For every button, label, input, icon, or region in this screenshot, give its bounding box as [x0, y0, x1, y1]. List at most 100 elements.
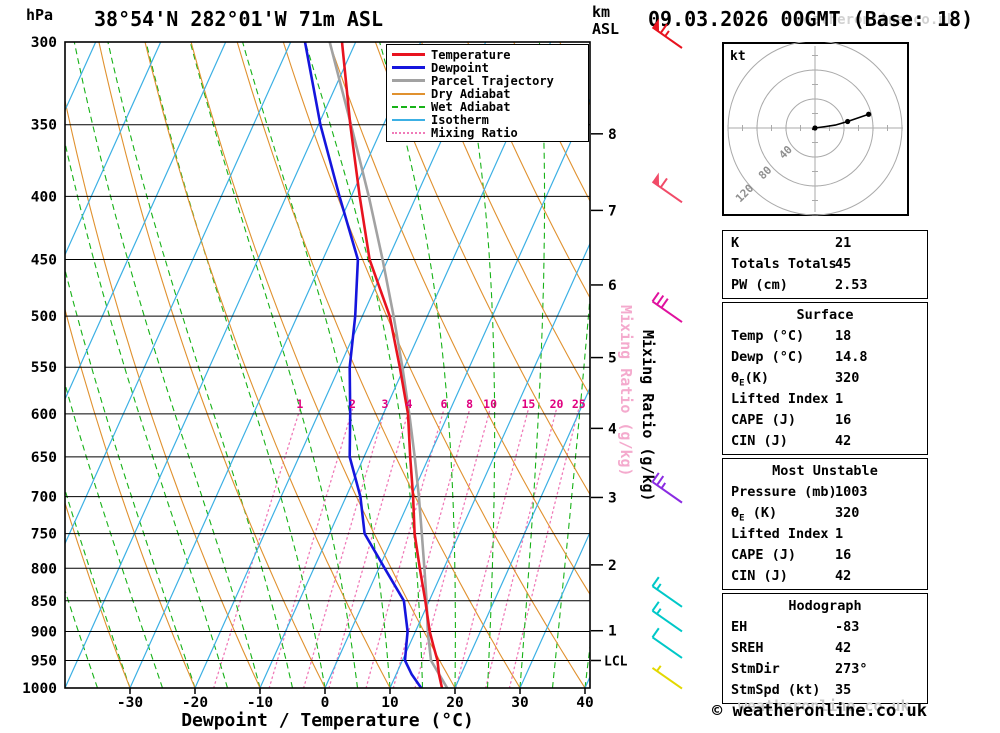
isotherm-line [0, 42, 31, 688]
stat-value: 42 [835, 640, 852, 656]
km-tick-label: 6 [608, 278, 617, 294]
legend-line-sample [392, 92, 425, 95]
hodograph-ring [727, 42, 903, 216]
legend-item-label: Isotherm [431, 112, 489, 127]
stat-label: θE(K) [731, 370, 769, 389]
stat-label: Lifted Index [731, 391, 829, 407]
km-tick-label: 3 [608, 490, 617, 506]
legend-item: Dewpoint [387, 60, 588, 75]
isotherm-line [65, 42, 292, 546]
isotherm-line [389, 242, 590, 688]
wind-barb [651, 472, 683, 504]
wet-adiabat-line [519, 42, 546, 688]
legend-line-sample [392, 79, 425, 82]
wind-barb [651, 665, 683, 690]
mixing-ratio-line [455, 408, 529, 688]
stat-value: 14.8 [835, 349, 868, 365]
legend-item: Temperature [387, 48, 588, 62]
stat-row: K 21 [723, 233, 927, 254]
legend-item-label: Parcel Trajectory [431, 73, 554, 88]
stat-label: CAPE (J) [731, 412, 797, 428]
mixing-ratio-value-label: 8 [466, 397, 473, 411]
panel-most-unstable: Most Unstable Pressure (mb) 1003 θE (K) 320 L… [722, 458, 928, 590]
wind-barb [651, 627, 683, 659]
stat-value: 320 [835, 370, 860, 386]
stat-label: Lifted Index [731, 526, 829, 542]
stat-label: SREH [731, 640, 764, 656]
mixing-ratio-line [328, 408, 410, 688]
mixing-ratio-value-label: 15 [522, 397, 536, 411]
stat-label: Dewp (°C) [731, 349, 805, 365]
stat-value: 45 [835, 256, 852, 272]
x-tick-label: 30 [511, 695, 528, 711]
mixing-ratio-value-label: 3 [382, 397, 389, 411]
altitude-unit-km: km [592, 3, 611, 21]
legend-line-sample [392, 66, 425, 69]
legend-item: Dry Adiabat [387, 86, 588, 101]
mixing-ratio-line [302, 408, 386, 688]
stat-row: Totals Totals 45 [723, 254, 927, 275]
stat-row: Dewp (°C) 14.8 [723, 347, 927, 368]
pressure-tick-label: 650 [31, 450, 57, 466]
stat-value: 2.53 [835, 277, 868, 293]
legend-line-sample [392, 53, 425, 56]
dry-adiabat-line [98, 42, 326, 688]
stats-panels: K 21 Totals Totals 45 PW (cm) 2.53 Surface Temp… [722, 230, 928, 707]
stat-value: 1 [835, 526, 844, 542]
wet-adiabat-line [379, 42, 456, 688]
lcl-label: LCL [604, 654, 628, 669]
panel-header: Hodograph [788, 598, 862, 614]
panel-indices: K 21 Totals Totals 45 PW (cm) 2.53 [722, 230, 928, 299]
stat-value: 320 [835, 505, 860, 521]
profiles [303, 42, 449, 688]
mixing-ratio-value-label: 4 [405, 397, 412, 411]
stat-row: Lifted Index 1 [723, 389, 927, 410]
dry-adiabat-line [698, 42, 720, 688]
watermark-echo: weatheronline.co.uk [738, 697, 910, 715]
mixing-ratio-axis-label-pink: Mixing Ratio (g/kg) [617, 305, 635, 477]
mixing-ratio-axis-label: Mixing Ratio (g/kg) [639, 330, 657, 502]
mixing-ratio-value-label: 20 [550, 397, 564, 411]
wind-barb [651, 291, 683, 323]
pressure-tick-label: 850 [31, 594, 57, 610]
legend-item: Mixing Ratio [387, 126, 588, 140]
stat-value: 273° [835, 661, 868, 677]
plot-border [64, 41, 591, 689]
legend-item-label: Wet Adiabat [431, 99, 511, 114]
stat-row: Pressure (mb) 1003 [723, 482, 927, 503]
dry-adiabat-line [65, 501, 131, 688]
mixing-ratio-line [392, 408, 471, 688]
wind-barb [651, 576, 683, 608]
pressure-tick-label: 400 [31, 189, 57, 205]
isotherm-line [65, 42, 357, 688]
skewt-chart: 3003504004505005506006507007508008509009… [0, 18, 720, 731]
hodograph-trace-dot [845, 118, 851, 125]
pressure-tick-label: 800 [31, 561, 57, 577]
wind-barb [651, 601, 683, 633]
stat-label: K [731, 235, 740, 251]
isotherm-line [324, 97, 590, 688]
mixing-ratio-line [508, 408, 580, 688]
mixing-ratio-line [414, 408, 491, 688]
stat-row: SREH 42 [723, 638, 927, 659]
wet-adiabat-line [189, 42, 359, 688]
x-axis-title: Dewpoint / Temperature (°C) [181, 710, 474, 731]
hodograph-trace-dot [866, 111, 872, 117]
stat-row: StmDir 273° [723, 659, 927, 680]
wet-adiabat-line [107, 42, 294, 688]
stat-value: 42 [835, 433, 852, 449]
isotherm-line [454, 386, 590, 688]
legend-item-label: Dewpoint [431, 60, 489, 75]
altitude-unit-asl: ASL [592, 20, 620, 38]
wet-adiabat-line [460, 42, 496, 688]
mixing-ratio-line [213, 408, 301, 688]
stat-label: StmDir [731, 661, 780, 677]
x-tick-label: -30 [117, 695, 143, 711]
stat-row: CAPE (J) 16 [723, 410, 927, 431]
watermark-top: weatheronline.co.uk [795, 12, 956, 28]
legend-item-label: Dry Adiabat [431, 86, 511, 101]
wet-adiabat-line [73, 42, 261, 688]
dry-adiabat-line [652, 42, 720, 688]
